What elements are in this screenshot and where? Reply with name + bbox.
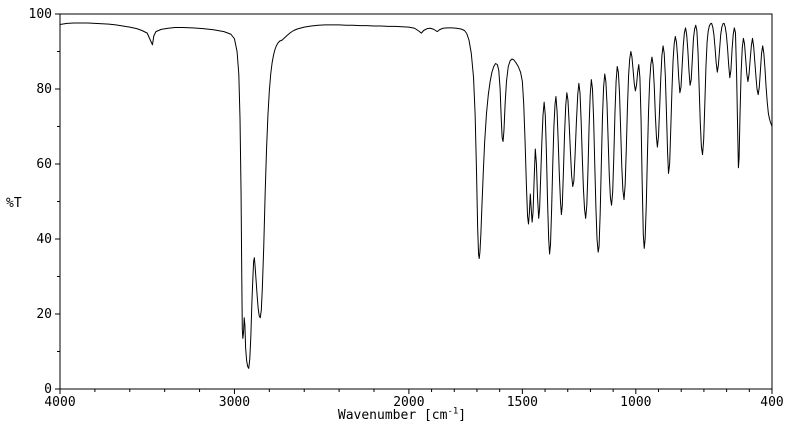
y-tick-label: 0 (44, 382, 52, 397)
y-tick-label: 60 (36, 157, 52, 172)
x-axis-ticks: 4000 3000 2000 1500 1000 400 (44, 389, 784, 410)
x-tick-label: 3000 (219, 395, 250, 410)
x-tick-label: 2000 (393, 395, 424, 410)
x-axis-title-suffix: ] (458, 408, 467, 423)
x-tick-label: 1000 (620, 395, 651, 410)
x-tick-label: 400 (760, 395, 783, 410)
spectrum-trace (59, 22, 773, 369)
y-axis-title: %T (6, 196, 22, 211)
y-axis-ticks: 0 20 40 60 80 100 (29, 7, 60, 397)
y-tick-label: 100 (29, 7, 52, 22)
x-axis-title-superscript: -1 (447, 406, 459, 417)
y-tick-label: 20 (36, 307, 52, 322)
x-tick-label: 1500 (507, 395, 538, 410)
x-axis-title-text: Wavenumber [cm (337, 408, 448, 423)
y-tick-label: 80 (36, 82, 52, 97)
x-tick-label: 4000 (44, 395, 75, 410)
y-tick-label: 40 (36, 232, 52, 247)
x-axis-title: Wavenumber [cm-1] (16, 406, 788, 423)
